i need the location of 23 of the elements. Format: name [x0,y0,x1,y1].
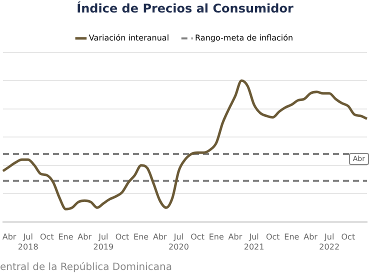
x-tick-label: Jul 2019 [93,232,114,252]
x-tick-label: Oct [115,232,130,242]
x-tick-label: Jul 2018 [18,232,38,252]
x-tick-label: Oct [190,232,204,242]
x-tick-label: Jul 2020 [168,232,189,252]
x-tick-label: Ene [58,232,74,242]
x-tick-label: Abr [152,232,168,242]
x-tick-label: Abr [228,232,243,242]
x-tick-label: Abr [304,232,318,242]
x-tick-label: Jul 2022 [319,232,340,252]
text: entral de la República Dominicana [0,262,172,273]
x-tick-label: Oct [341,232,356,242]
x-tick-label: Jul 2021 [244,232,264,252]
chart-title: Índice de Precios al Consumidor [76,0,294,16]
x-tick-label: Oct [40,232,54,242]
x-tick-label: Ene [208,232,224,242]
legend-label: Rango-meta de inflación [195,33,294,42]
legend-label: Variación interanual [88,33,170,42]
x-tick-label: Abr [78,232,92,242]
x-tick-label: Ene [284,232,300,242]
x-tick-label: Abr [2,232,17,242]
x-tick-label: Oct [266,232,280,242]
x-tick-label: Ene [134,232,149,242]
